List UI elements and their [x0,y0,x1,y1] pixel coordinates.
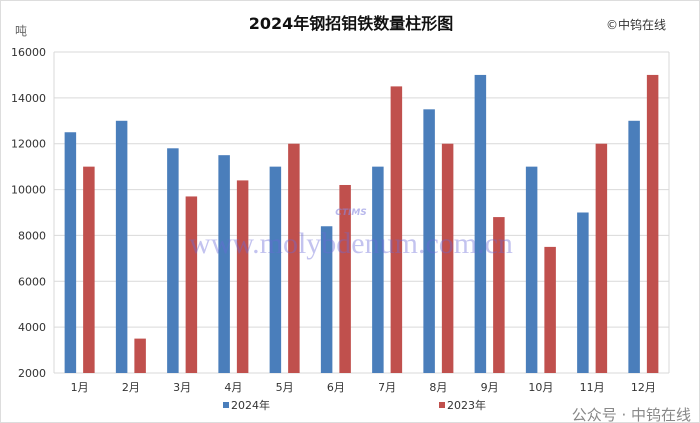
legend-swatch [439,402,445,408]
bar-2024年-5月 [269,166,282,373]
y-tick-label: 6000 [18,275,46,288]
bar-2024年-4月 [218,155,230,373]
bar-2023年-7月 [390,86,403,374]
x-tick-label: 10月 [528,381,553,394]
bar-2023年-2月 [134,338,146,373]
bar-2023年-5月 [288,143,300,373]
chart-title: 2024年钢招钼铁数量柱形图 [249,14,454,33]
bar-2023年-8月 [441,143,454,373]
y-tick-label: 14000 [11,92,46,105]
copyright-label: ©中钨在线 [606,17,666,32]
bar-2024年-12月 [628,120,640,374]
y-tick-label: 2000 [18,367,46,380]
bar-2023年-3月 [185,196,198,373]
x-tick-label: 5月 [276,381,294,394]
bar-2023年-12月 [646,74,659,373]
x-tick-label: 9月 [481,381,499,394]
bar-2023年-9月 [493,217,505,373]
bar-2024年-2月 [115,120,128,374]
bar-2024年-6月 [320,226,333,373]
bar-2024年-3月 [167,148,179,373]
x-tick-label: 12月 [631,381,656,394]
y-tick-label: 8000 [18,229,46,242]
bar-2023年-11月 [595,143,608,373]
bar-2024年-1月 [64,132,77,373]
footer-note: 公众号 · 中钨在线 [572,406,691,423]
y-tick-label: 12000 [11,138,46,151]
bar-2024年-11月 [577,212,589,373]
bar-2023年-4月 [236,180,249,373]
bar-2024年-10月 [525,166,538,373]
bar-2023年-10月 [544,246,556,373]
y-axis-unit: 吨 [15,24,27,38]
bar-2024年-9月 [474,74,487,373]
watermark-logo: CTIMS [335,208,367,218]
bar-2023年-6月 [339,184,351,373]
bar-2024年-7月 [372,166,384,373]
y-tick-label: 4000 [18,321,46,334]
legend-label: 2023年 [447,398,486,412]
y-tick-label: 10000 [11,184,46,197]
x-tick-label: 8月 [429,381,447,394]
x-tick-label: 4月 [224,381,242,394]
bar-2023年-1月 [83,166,95,373]
x-tick-label: 3月 [173,381,191,394]
x-tick-label: 1月 [71,381,89,394]
legend-swatch [223,402,229,408]
watermark-text: www.molybdenum.com.cn [189,227,513,260]
y-tick-label: 16000 [11,46,46,59]
x-tick-label: 7月 [378,381,396,394]
x-tick-label: 6月 [327,381,345,394]
x-tick-label: 2月 [122,381,140,394]
bar-2024年-8月 [423,109,435,374]
legend-label: 2024年 [231,398,270,412]
x-tick-label: 11月 [580,381,605,394]
